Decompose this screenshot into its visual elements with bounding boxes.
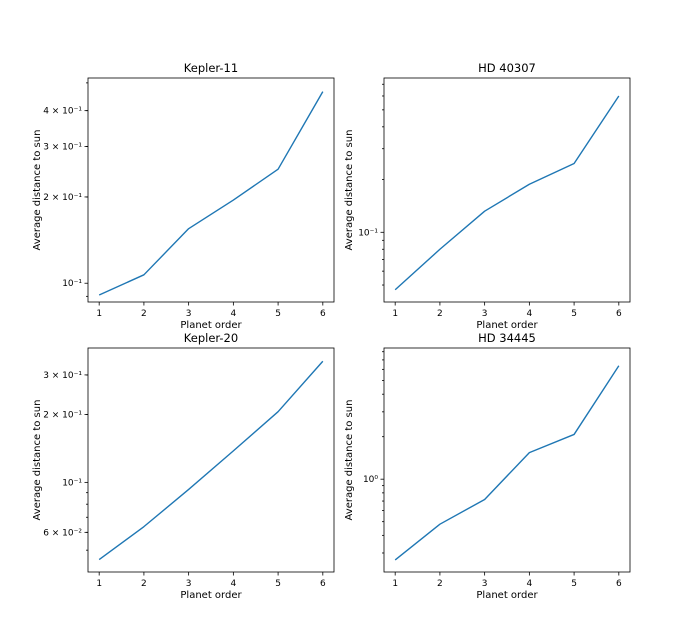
chart-panel-2: HD 40307 1 2 3 4 5 6 10⁻¹ Planet order Average di… xyxy=(344,61,631,331)
x-tick-label: 5 xyxy=(571,309,577,319)
x-axis-label: Planet order xyxy=(476,590,538,601)
chart-panel-4: HD 34445 1 2 3 4 5 6 10⁰ Planet order Average dis… xyxy=(344,331,631,601)
y-tick-label: 10⁻¹ xyxy=(358,228,378,238)
y-tick-label: 10⁰ xyxy=(363,475,378,485)
y-tick-label: 2 × 10⁻¹ xyxy=(43,193,82,203)
y-axis-label: Average distance to sun xyxy=(32,130,43,251)
chart-panel-1: Kepler-11 1 2 3 4 5 6 10⁻¹ 2 × 10⁻¹ 3 × 10⁻¹ 4 × 1… xyxy=(32,61,335,331)
series-line xyxy=(98,91,324,296)
x-axis-label: Planet order xyxy=(180,590,242,601)
y-tick-label: 10⁻¹ xyxy=(62,478,82,488)
y-axis-label: Average distance to sun xyxy=(344,400,355,521)
y-tick-label: 3 × 10⁻¹ xyxy=(43,142,82,152)
y-tick-label: 6 × 10⁻² xyxy=(43,528,82,538)
axes-frame xyxy=(383,347,631,573)
x-tick-label: 2 xyxy=(141,309,147,319)
x-tick-label: 1 xyxy=(392,579,398,589)
series-line xyxy=(394,365,620,561)
y-tick-label: 4 × 10⁻¹ xyxy=(43,107,82,117)
axes-frame xyxy=(383,77,631,303)
x-tick-label: 2 xyxy=(437,579,443,589)
x-tick-label: 6 xyxy=(616,309,622,319)
x-tick-label: 4 xyxy=(230,579,236,589)
y-tick-label: 10⁻¹ xyxy=(62,279,82,289)
x-tick-label: 6 xyxy=(320,309,326,319)
x-tick-label: 6 xyxy=(616,579,622,589)
x-axis-label: Planet order xyxy=(180,320,242,331)
x-tick-label: 4 xyxy=(230,309,236,319)
chart-title: Kepler-20 xyxy=(184,331,238,345)
x-tick-label: 2 xyxy=(141,579,147,589)
series-line xyxy=(98,360,324,561)
chart-panel-3: Kepler-20 1 2 3 4 5 6 6 × 10⁻² 10⁻¹ 2 × 10⁻¹ 3 × 1… xyxy=(32,331,335,601)
x-tick-label: 5 xyxy=(571,579,577,589)
chart-title: HD 40307 xyxy=(478,61,536,75)
y-tick-label: 2 × 10⁻¹ xyxy=(43,411,82,421)
x-tick-label: 3 xyxy=(186,579,192,589)
x-tick-label: 4 xyxy=(526,579,532,589)
y-tick-label: 3 × 10⁻¹ xyxy=(43,371,82,381)
x-tick-label: 1 xyxy=(96,579,102,589)
x-tick-label: 3 xyxy=(186,309,192,319)
x-axis-label: Planet order xyxy=(476,320,538,331)
x-tick-label: 6 xyxy=(320,579,326,589)
x-tick-label: 1 xyxy=(96,309,102,319)
axes-frame xyxy=(87,77,335,303)
x-tick-label: 3 xyxy=(482,579,488,589)
x-tick-label: 5 xyxy=(275,579,281,589)
y-axis-label: Average distance to sun xyxy=(32,400,43,521)
y-axis-label: Average distance to sun xyxy=(344,130,355,251)
chart-title: HD 34445 xyxy=(478,331,536,345)
x-tick-label: 5 xyxy=(275,309,281,319)
x-tick-label: 2 xyxy=(437,309,443,319)
chart-title: Kepler-11 xyxy=(184,61,238,75)
x-tick-label: 4 xyxy=(526,309,532,319)
x-tick-label: 1 xyxy=(392,309,398,319)
axes-frame xyxy=(87,347,335,573)
x-tick-label: 3 xyxy=(482,309,488,319)
series-line xyxy=(394,95,620,291)
